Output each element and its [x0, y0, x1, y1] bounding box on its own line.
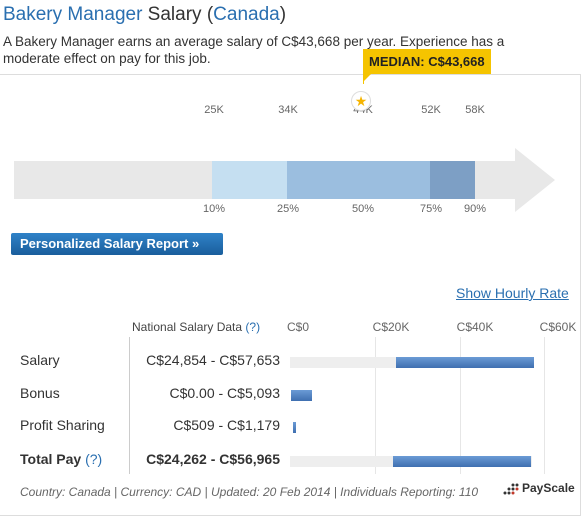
- country-link[interactable]: Canada: [213, 4, 280, 25]
- job-title-link[interactable]: Bakery Manager: [3, 4, 143, 25]
- show-hourly-rate-link[interactable]: Show Hourly Rate: [456, 285, 569, 301]
- row-range-bonus: C$0.00 - C$5,093: [169, 385, 280, 401]
- logo-text: PayScale: [522, 481, 575, 495]
- pct-10: 10%: [202, 203, 226, 215]
- salary-summary: A Bakery Manager earns an average salary…: [3, 34, 505, 66]
- help-link[interactable]: (?): [245, 320, 261, 334]
- bonus-range-bar: [291, 390, 313, 401]
- personalized-report-button[interactable]: Personalized Salary Report »: [11, 233, 223, 255]
- tick-34k: 34K: [278, 104, 298, 116]
- profit-sharing-range-bar: [293, 422, 297, 433]
- row-label-salary: Salary: [20, 352, 60, 368]
- range-25-75: [287, 161, 430, 199]
- gridline-60k: [544, 337, 545, 474]
- tick-58k: 58K: [465, 104, 485, 116]
- row-label-bonus: Bonus: [20, 385, 60, 401]
- row-label-profit-sharing: Profit Sharing: [20, 417, 105, 433]
- table-header-label: National Salary Data: [132, 320, 243, 334]
- row-range-salary: C$24,854 - C$57,653: [146, 352, 280, 368]
- title-close: ): [279, 4, 287, 25]
- gridline-20k: [375, 337, 376, 474]
- gridline-40k: [460, 337, 461, 474]
- payscale-logo-icon: [503, 483, 519, 495]
- median-badge: MEDIAN: C$43,668: [363, 49, 491, 82]
- page-title: Bakery Manager Salary (Canada): [3, 4, 286, 26]
- total-pay-help-link[interactable]: (?): [85, 451, 103, 467]
- total-pay-range-bar: [393, 456, 532, 467]
- axis-label-0: C$0: [286, 320, 310, 334]
- pct-90: 90%: [463, 203, 487, 215]
- footer-info: Country: Canada | Currency: CAD | Update…: [20, 485, 479, 499]
- row-range-total-pay: C$24,262 - C$56,965: [146, 451, 280, 467]
- total-pay-label: Total Pay: [20, 451, 82, 467]
- tick-25k: 25K: [204, 104, 224, 116]
- row-range-profit-sharing: C$509 - C$1,179: [173, 417, 280, 433]
- salary-range-bar: [395, 357, 535, 368]
- pct-50: 50%: [351, 203, 375, 215]
- range-75-90: [430, 161, 475, 199]
- title-text: Salary (: [142, 4, 214, 25]
- pct-75: 75%: [419, 203, 443, 215]
- tick-52k: 52K: [421, 104, 441, 116]
- star-icon: ★: [351, 91, 371, 111]
- axis-label-40k: C$40K: [456, 320, 494, 334]
- axis-label-60k: C$60K: [539, 320, 577, 334]
- payscale-logo[interactable]: PayScale: [502, 481, 575, 496]
- range-10-25: [212, 161, 287, 199]
- row-label-total-pay: Total Pay (?): [20, 451, 102, 467]
- axis-label-20k: C$20K: [372, 320, 410, 334]
- column-separator: [129, 337, 130, 474]
- pct-25: 25%: [276, 203, 300, 215]
- table-header: National Salary Data (?): [132, 320, 260, 334]
